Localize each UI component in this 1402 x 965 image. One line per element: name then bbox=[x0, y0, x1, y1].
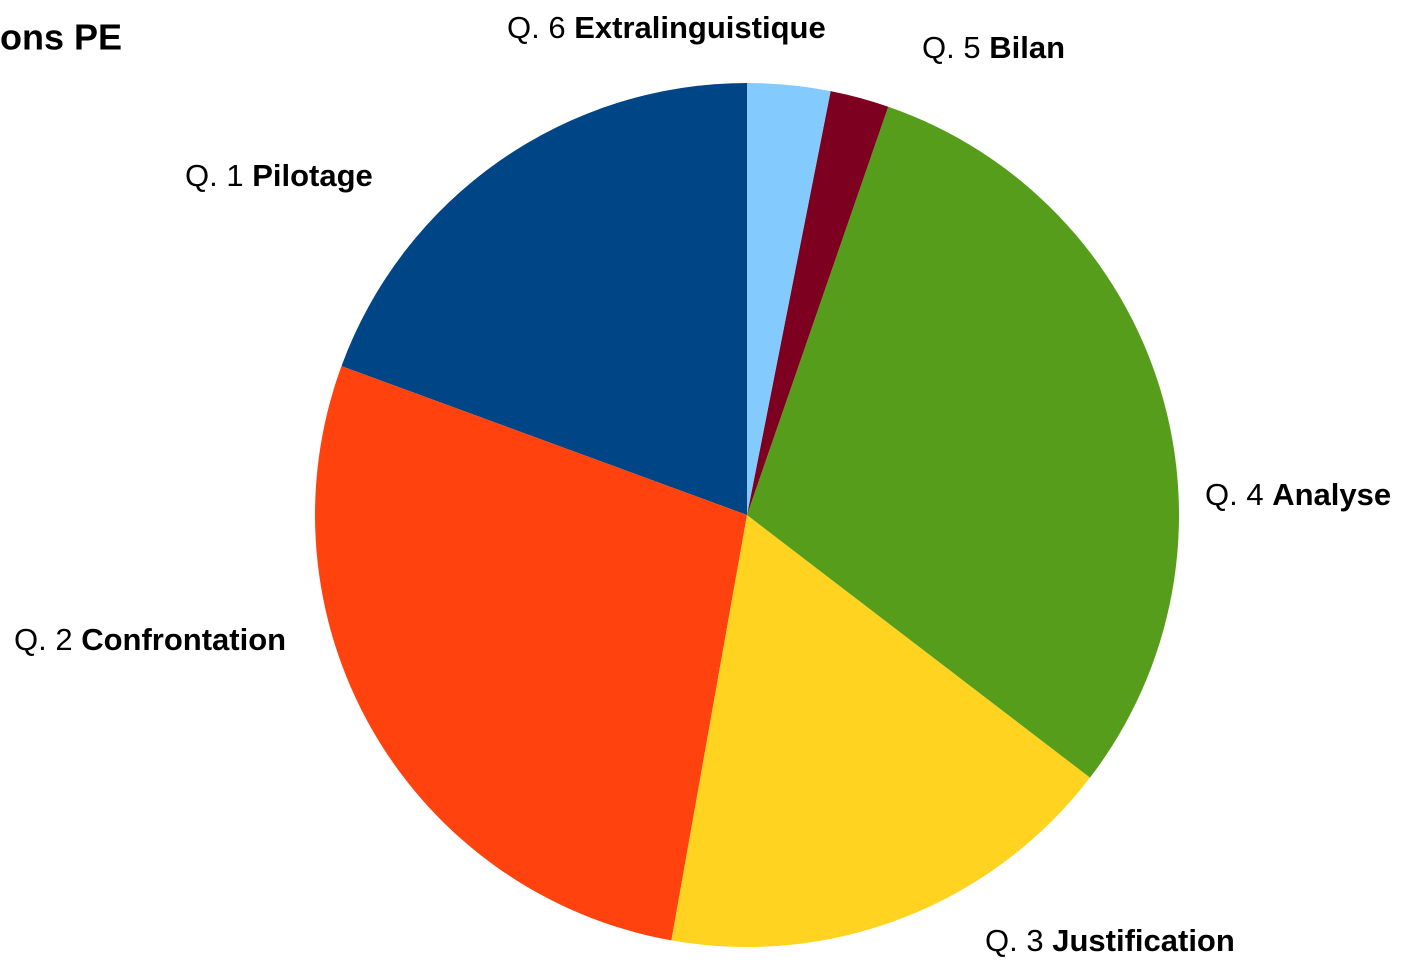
pie-slice bbox=[341, 83, 747, 515]
slice-label: Q. 2 Confrontation bbox=[14, 622, 286, 657]
pie-slice bbox=[315, 366, 747, 941]
label-name: Extralinguistique bbox=[574, 10, 825, 45]
pie-slice bbox=[747, 91, 889, 516]
pie-slice bbox=[747, 83, 831, 515]
slice-label: Q. 3 Justification bbox=[985, 923, 1235, 958]
slice-label: Q. 5 Bilan bbox=[922, 30, 1065, 65]
label-prefix: Q. 6 bbox=[507, 10, 566, 45]
slice-label: Q. 6 Extralinguistique bbox=[507, 10, 826, 45]
pie-slice bbox=[747, 106, 1180, 778]
label-name: Pilotage bbox=[252, 158, 373, 193]
label-prefix: Q. 2 bbox=[14, 622, 73, 657]
chart-title: ons PE bbox=[0, 17, 122, 58]
label-name: Confrontation bbox=[81, 622, 286, 657]
slice-label: Q. 1 Pilotage bbox=[185, 158, 373, 193]
label-prefix: Q. 3 bbox=[985, 923, 1044, 958]
label-prefix: Q. 5 bbox=[922, 30, 981, 65]
label-name: Justification bbox=[1052, 923, 1235, 958]
label-prefix: Q. 1 bbox=[185, 158, 244, 193]
label-name: Analyse bbox=[1272, 477, 1391, 512]
label-name: Bilan bbox=[989, 30, 1065, 65]
label-prefix: Q. 4 bbox=[1205, 477, 1264, 512]
pie-slice bbox=[671, 515, 1091, 947]
slice-label: Q. 4 Analyse bbox=[1205, 477, 1391, 512]
